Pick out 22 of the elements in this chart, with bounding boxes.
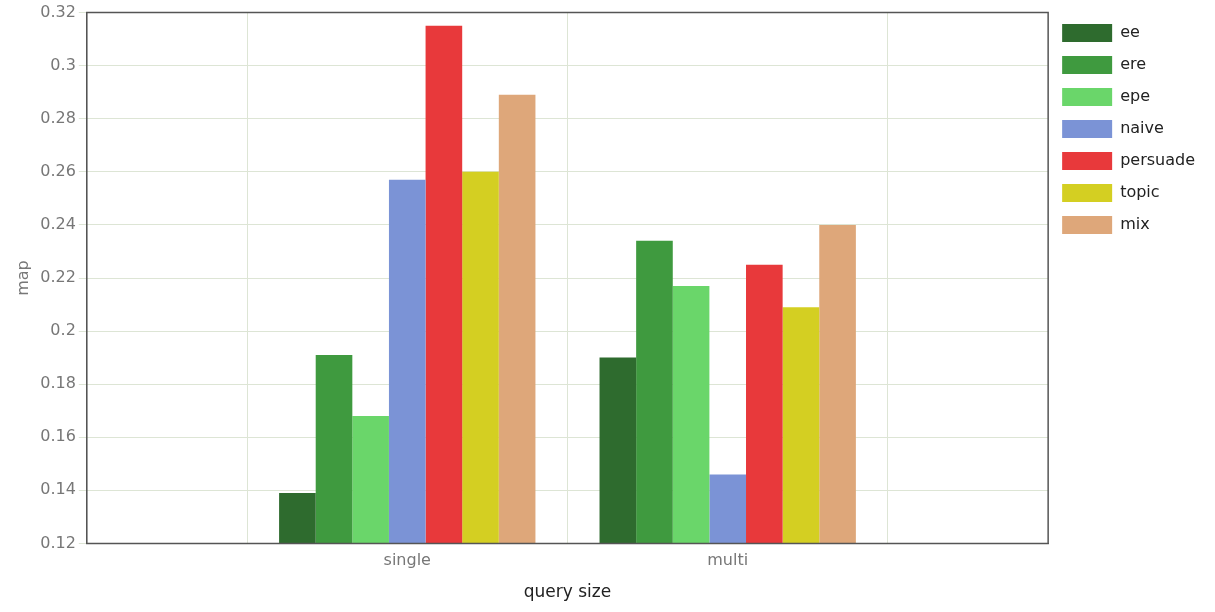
y-tick-label: 0.24: [40, 214, 76, 234]
x-tick-label: multi: [707, 550, 749, 570]
y-tick-label: 0.14: [40, 479, 76, 499]
y-tick-label: 0.3: [50, 54, 76, 74]
legend-label: topic: [1120, 182, 1160, 202]
legend-label: ee: [1120, 22, 1140, 42]
y-tick-label: 0.18: [40, 373, 76, 393]
legend-label: epe: [1120, 86, 1150, 106]
x-axis-title: query size: [523, 581, 612, 602]
y-tick-label: 0.12: [40, 532, 76, 552]
y-tick-label: 0.16: [40, 426, 76, 446]
y-tick-label: 0.26: [40, 161, 76, 180]
x-tick-label: single: [383, 550, 431, 570]
legend-label: persuade: [1120, 150, 1195, 170]
y-tick-label: 0.28: [40, 107, 76, 127]
y-axis-title: map: [12, 260, 32, 296]
legend-label: ere: [1120, 54, 1147, 74]
legend-label: mix: [1120, 214, 1150, 234]
y-tick-label: 0.22: [40, 267, 76, 287]
y-tick-label: 0.32: [40, 1, 76, 21]
y-tick-label: 0.2: [50, 320, 76, 340]
legend-label: naive: [1120, 118, 1164, 138]
